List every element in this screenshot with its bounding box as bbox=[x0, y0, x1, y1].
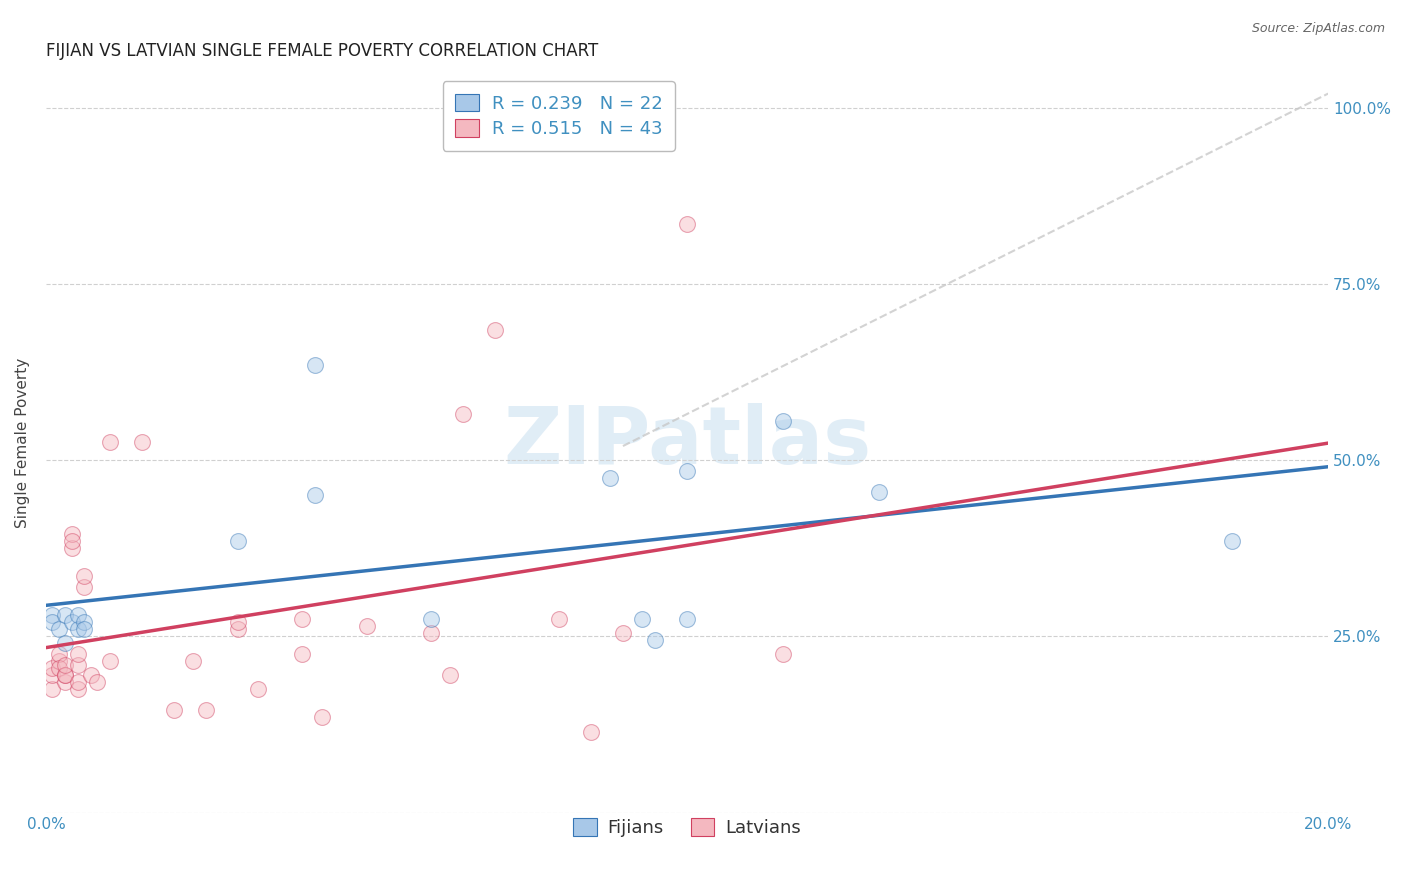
Point bbox=[41, 608, 63, 623]
Point bbox=[48, 647, 70, 661]
Point bbox=[419, 612, 441, 626]
Point bbox=[484, 323, 506, 337]
Point bbox=[304, 488, 326, 502]
Point bbox=[41, 615, 63, 630]
Point bbox=[1220, 534, 1243, 549]
Point bbox=[195, 703, 218, 717]
Point bbox=[246, 682, 269, 697]
Point bbox=[451, 407, 474, 421]
Point bbox=[676, 612, 699, 626]
Point bbox=[48, 661, 70, 675]
Point bbox=[66, 622, 89, 636]
Point bbox=[419, 625, 441, 640]
Point bbox=[612, 625, 634, 640]
Point bbox=[53, 668, 76, 682]
Point bbox=[226, 622, 249, 636]
Text: Source: ZipAtlas.com: Source: ZipAtlas.com bbox=[1251, 22, 1385, 36]
Point bbox=[60, 615, 83, 630]
Point bbox=[80, 668, 103, 682]
Point bbox=[53, 608, 76, 623]
Point bbox=[66, 675, 89, 690]
Y-axis label: Single Female Poverty: Single Female Poverty bbox=[15, 358, 30, 528]
Point bbox=[163, 703, 186, 717]
Point bbox=[53, 657, 76, 672]
Point bbox=[66, 657, 89, 672]
Point bbox=[41, 661, 63, 675]
Point bbox=[131, 435, 153, 450]
Point bbox=[98, 435, 121, 450]
Point bbox=[53, 636, 76, 650]
Point bbox=[66, 608, 89, 623]
Point bbox=[53, 675, 76, 690]
Point bbox=[98, 654, 121, 668]
Point bbox=[73, 580, 96, 594]
Point bbox=[304, 358, 326, 372]
Point bbox=[226, 615, 249, 630]
Point bbox=[599, 471, 621, 485]
Point bbox=[311, 710, 333, 724]
Point bbox=[676, 464, 699, 478]
Point bbox=[183, 654, 205, 668]
Point bbox=[66, 682, 89, 697]
Text: FIJIAN VS LATVIAN SINGLE FEMALE POVERTY CORRELATION CHART: FIJIAN VS LATVIAN SINGLE FEMALE POVERTY … bbox=[46, 42, 598, 60]
Point bbox=[73, 622, 96, 636]
Point bbox=[676, 217, 699, 231]
Point bbox=[48, 654, 70, 668]
Point bbox=[868, 484, 890, 499]
Point bbox=[644, 632, 666, 647]
Point bbox=[73, 569, 96, 583]
Point bbox=[356, 619, 378, 633]
Point bbox=[41, 682, 63, 697]
Point bbox=[60, 541, 83, 556]
Point bbox=[86, 675, 108, 690]
Point bbox=[772, 414, 794, 428]
Point bbox=[291, 647, 314, 661]
Point bbox=[631, 612, 654, 626]
Point bbox=[60, 534, 83, 549]
Point bbox=[291, 612, 314, 626]
Point bbox=[579, 724, 602, 739]
Point bbox=[41, 668, 63, 682]
Point bbox=[73, 615, 96, 630]
Point bbox=[547, 612, 569, 626]
Point bbox=[226, 534, 249, 549]
Point bbox=[60, 527, 83, 541]
Legend: Fijians, Latvians: Fijians, Latvians bbox=[567, 811, 808, 844]
Text: ZIPatlas: ZIPatlas bbox=[503, 403, 872, 482]
Point bbox=[53, 668, 76, 682]
Point bbox=[439, 668, 461, 682]
Point bbox=[48, 622, 70, 636]
Point bbox=[66, 647, 89, 661]
Point bbox=[772, 647, 794, 661]
